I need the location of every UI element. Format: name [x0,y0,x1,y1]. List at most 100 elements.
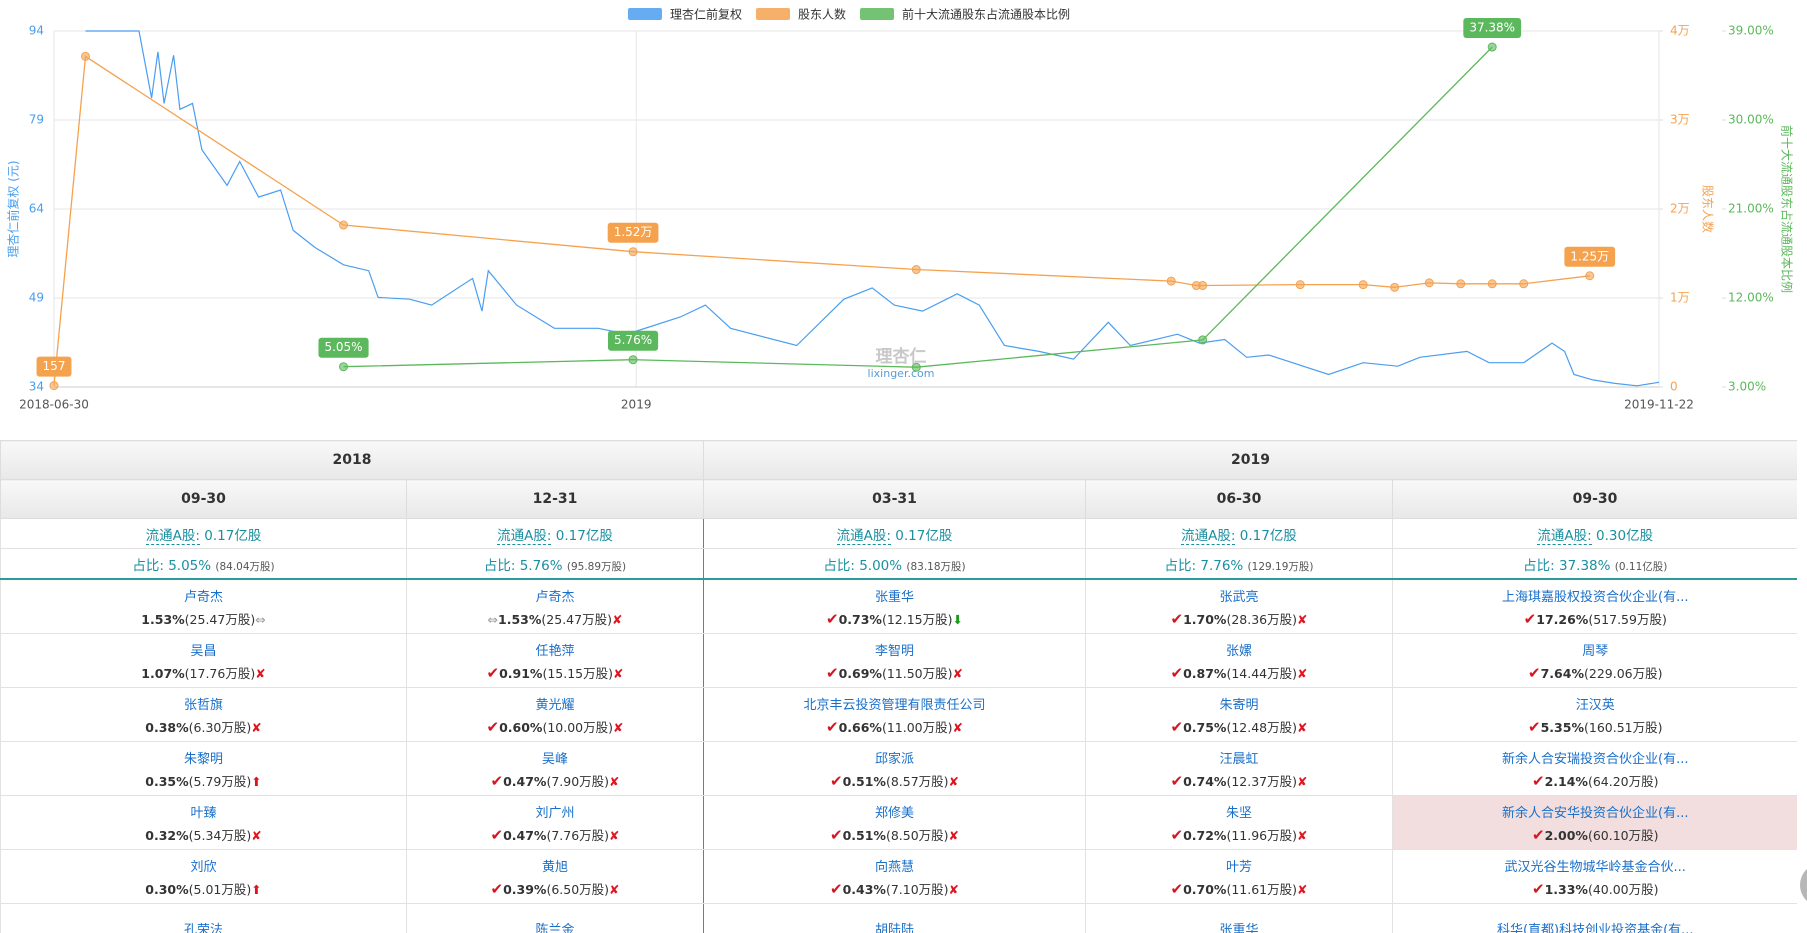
y3-tick-label: 12.00% [1728,291,1774,305]
holder-cell: 叶芳 0.70%(11.61万股) [1085,849,1393,904]
holder-name[interactable]: 朱寄明 [1219,697,1259,713]
holder-name[interactable]: 吴峰 [541,751,568,767]
x-tick-label: 2018-06-30 [19,398,89,412]
point [1198,335,1208,345]
holder-name[interactable]: 张哲旗 [183,697,223,713]
holder-shares: (6.50万股) [546,881,610,897]
holder-name[interactable]: 孔荣法 [183,923,223,933]
holder-cell: 郑修美 0.51%(8.50万股) [703,795,1086,850]
holder-stat: 2.14%(64.20万股) [1393,771,1797,790]
holder-cell: 吴峰 0.47%(7.90万股) [406,741,704,796]
date-header: 12-31 [406,479,704,519]
icon [1171,774,1184,789]
data-label: 1.25万 [1570,249,1609,263]
holder-pct: 1.53% [498,611,542,627]
holder-stat: 1.53%(25.47万股) [1,609,406,628]
float-label[interactable]: 流通A股: [1181,527,1236,545]
holder-shares: (14.44万股) [1226,665,1297,681]
date-header: 03-31 [703,479,1086,519]
legend-label: 股东人数 [798,7,846,22]
holder-name[interactable]: 刘广州 [535,805,575,821]
data-label-bg [1564,246,1616,267]
holder-cell: 胡陆陆 [703,903,1086,933]
holder-name[interactable]: 张嫘 [1225,643,1252,659]
holder-stat: 5.35%(160.51万股) [1393,717,1797,736]
float-label[interactable]: 流通A股: [497,527,552,545]
holder-name[interactable]: 新余人合安瑞投资合伙企业(有... [1502,751,1689,767]
icon [1171,720,1184,735]
icon [949,828,959,843]
holder-name[interactable]: 黄旭 [541,859,568,875]
holder-cell: 上海琪嘉股权投资合伙企业(有... 17.26%(517.59万股) [1391,579,1797,634]
holder-name[interactable]: 卢奇杰 [183,589,223,605]
holder-shares: (11.50万股) [881,665,953,681]
y-tick-label: 49 [29,291,44,305]
holder-name[interactable]: 上海琪嘉股权投资合伙企业(有... [1502,589,1689,605]
float-value: 0.17亿股 [1239,527,1297,544]
icon [613,720,623,735]
holder-name[interactable]: 叶芳 [1225,859,1252,875]
holder-name[interactable]: 郑修美 [874,805,914,821]
ratio-cell: 占比: 37.38% (0.11亿股) [1391,548,1797,580]
holder-name[interactable]: 任艳萍 [535,643,575,659]
holder-name[interactable]: 汪晨虹 [1219,751,1259,767]
float-label[interactable]: 流通A股: [836,527,891,545]
holder-name[interactable]: 向燕慧 [874,859,914,875]
holder-name[interactable]: 胡陆陆 [874,923,914,933]
icon [1297,612,1307,627]
point [1519,279,1529,289]
holder-name[interactable]: 武汉光谷生物城华岭基金合伙... [1504,859,1686,875]
holder-stat: 0.43%(7.10万股) [704,879,1085,898]
icon [949,882,959,897]
holder-name[interactable]: 周琴 [1582,643,1609,659]
holder-name[interactable]: 汪汉英 [1575,697,1615,713]
y2-tick-label: 1万 [1670,291,1690,305]
holder-cell: 孔荣法 [0,903,407,933]
holder-cell: 刘广州 0.47%(7.76万股) [406,795,704,850]
point [911,362,921,372]
icon [251,828,261,843]
y-axis-title: 理杏仁前复权 (元) [6,160,21,257]
y2-tick-label: 2万 [1670,202,1690,216]
scroll-top-button[interactable] [1792,855,1807,915]
y2-tick-label: 4万 [1670,24,1690,38]
holder-name[interactable]: 朱坚 [1225,805,1252,821]
holder-name[interactable]: 张重华 [874,589,914,605]
y3-tick-label: 30.00% [1728,113,1774,127]
icon [1297,882,1307,897]
holder-pct: 0.91% [499,665,543,681]
y3-axis-title: 前十大流通股东占流通股本比例 [1780,125,1795,293]
icon [1532,882,1545,897]
holder-stat: 0.73%(12.15万股) [704,609,1085,628]
icon [826,612,839,627]
holder-name[interactable]: 刘欣 [190,859,217,875]
float-label[interactable]: 流通A股: [1537,527,1592,545]
holder-name[interactable]: 张武亮 [1219,589,1259,605]
float-label[interactable]: 流通A股: [145,527,200,545]
ratio-cell: 占比: 7.76% (129.19万股) [1085,548,1393,580]
holder-name[interactable]: 黄光耀 [535,697,575,713]
icon [953,612,963,627]
holder-name[interactable]: 朱黎明 [183,751,223,767]
icon [609,828,619,843]
holder-name[interactable]: 李智明 [874,643,914,659]
icon [1524,612,1537,627]
holder-name[interactable]: 吴昌 [190,643,217,659]
holder-pct: 2.00% [1544,827,1588,843]
holder-name[interactable]: 陈兰金 [535,923,575,933]
holder-name[interactable]: 北京丰云投资管理有限责任公司 [803,697,986,713]
holder-name[interactable]: 叶臻 [190,805,217,821]
holder-pct: 1.53% [141,611,185,627]
holder-name[interactable]: 张重华 [1219,923,1259,933]
holder-name[interactable]: 邱家派 [874,751,914,767]
icon [1297,720,1307,735]
holder-name[interactable]: 新余人合安华投资合伙企业(有... [1502,805,1689,821]
holder-name[interactable]: 卢奇杰 [535,589,575,605]
point [49,381,59,391]
holder-name[interactable]: 科华(直都)科技创业投资基金(有... [1496,923,1694,933]
icon [609,774,619,789]
holder-shares: (7.76万股) [546,827,610,843]
data-label: 5.05% [324,340,362,354]
holder-stat: 0.87%(14.44万股) [1086,663,1392,682]
